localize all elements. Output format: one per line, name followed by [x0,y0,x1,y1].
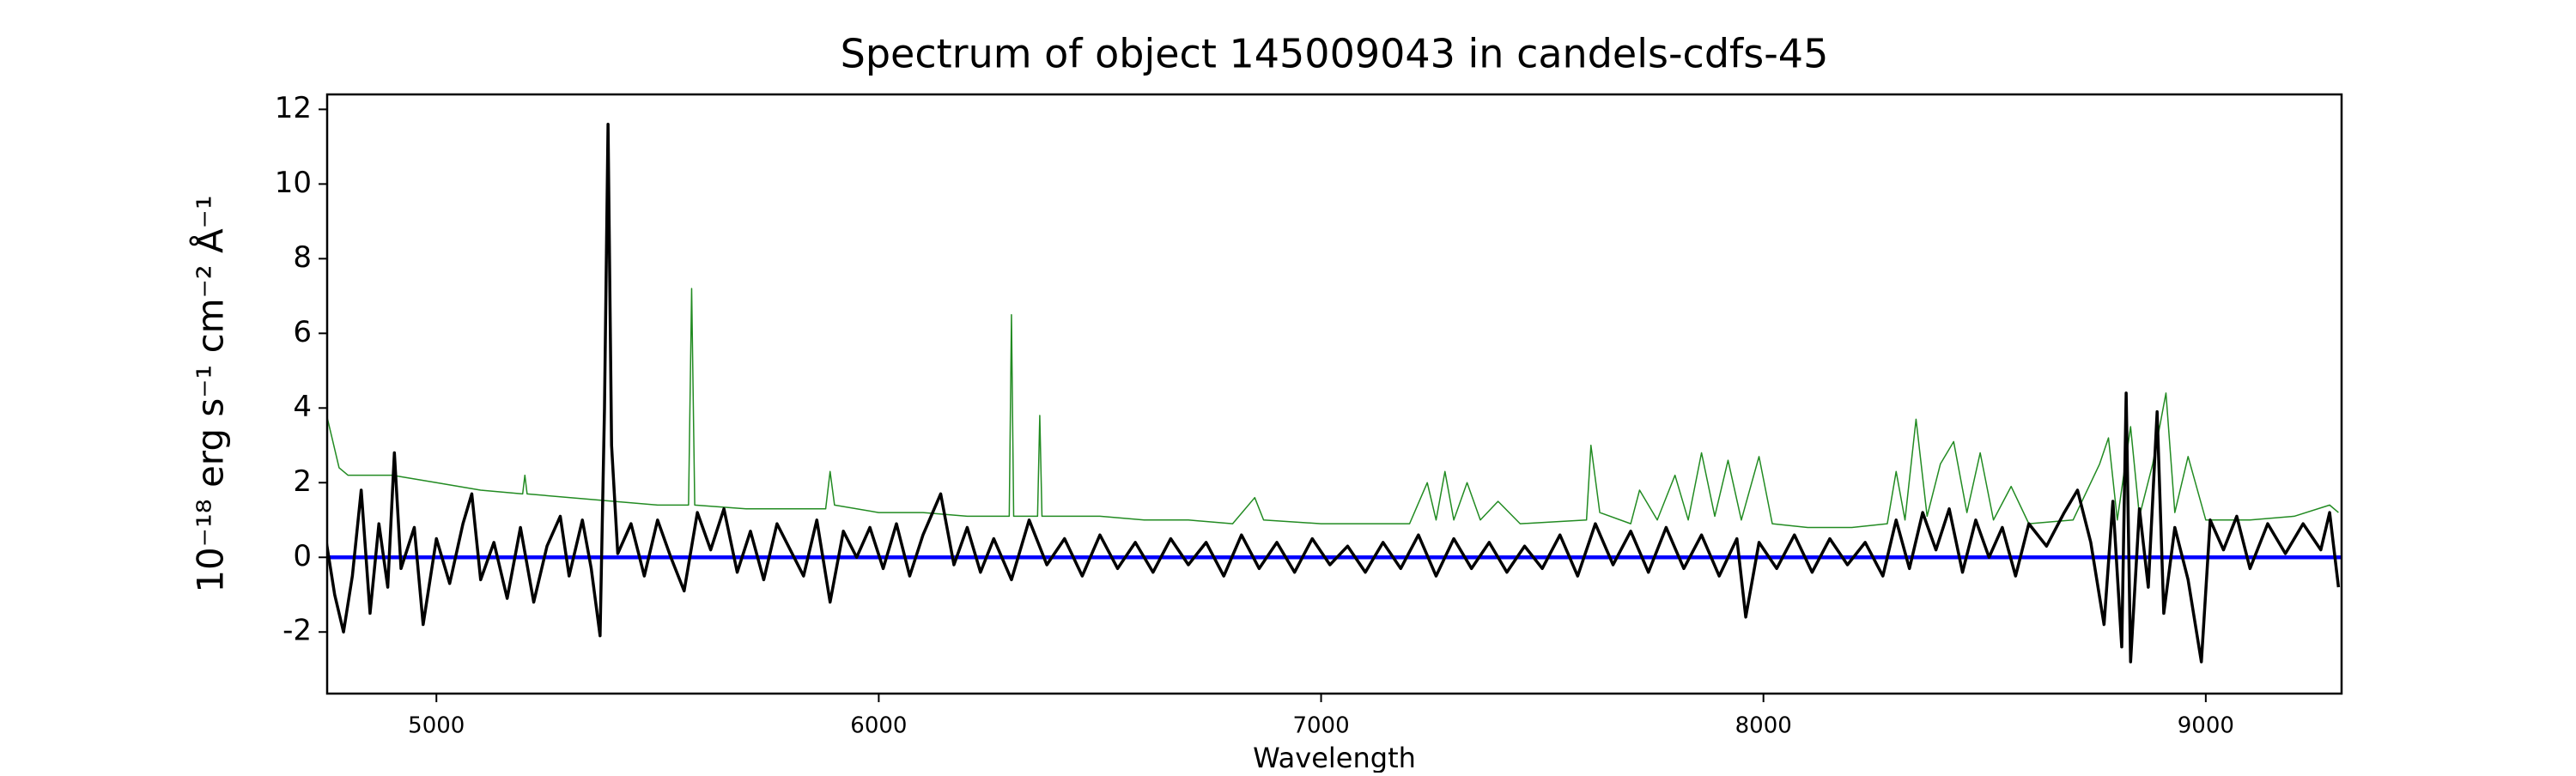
y-tick-label: 2 [293,464,312,499]
y-tick-label: -2 [283,614,312,648]
x-tick-label: 6000 [850,713,907,739]
series-line [327,288,2339,529]
y-tick-label: 0 [293,539,312,573]
y-axis-label: 10⁻¹⁸ erg s⁻¹ cm⁻² Å⁻¹ [189,195,232,592]
y-tick-label: 8 [293,240,312,275]
x-tick-label: 7000 [1292,713,1349,739]
plot-frame [325,93,2343,695]
plot-lines [327,123,2342,664]
y-tick-label: 6 [293,315,312,349]
y-tick-label: 10 [275,166,312,200]
chart-title: Spectrum of object 145009043 in candels-… [841,31,1829,77]
x-tick-label: 8000 [1735,713,1792,739]
y-tick-label: 4 [293,390,312,424]
x-tick-label: 9000 [2178,713,2234,739]
series-line [327,123,2341,664]
x-axis-label: Wavelength [1253,742,1416,773]
y-tick-label: 12 [275,91,312,125]
x-tick-label: 5000 [408,713,465,739]
